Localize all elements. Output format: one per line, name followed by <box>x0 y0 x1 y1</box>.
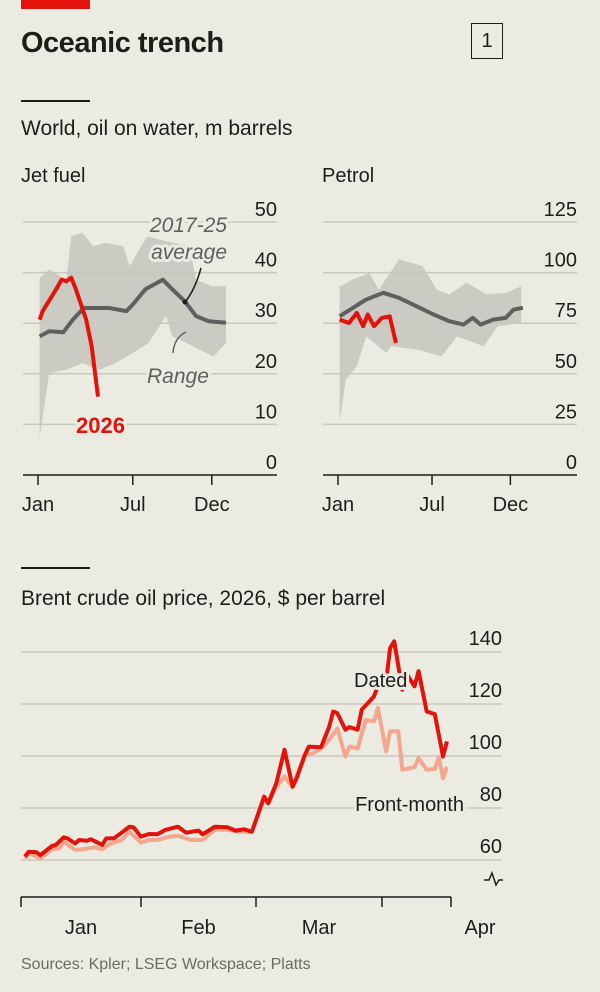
jet-fuel-average-line <box>38 277 227 339</box>
jet-fuel-y-tick-label: 40 <box>255 250 277 272</box>
brent-y-tick-label: 80 <box>480 784 502 806</box>
chart-title: Oceanic trench <box>21 27 224 59</box>
sources-note: Sources: Kpler; LSEG Workspace; Platts <box>21 956 311 973</box>
petrol-2026-line <box>338 310 398 344</box>
brent-x-tick-label: Mar <box>302 917 337 939</box>
brent-x-tick-label: Apr <box>464 917 495 939</box>
section-subtitle-oil-on-water: World, oil on water, m barrels <box>21 117 293 140</box>
jet-fuel-x-tick-label: Jul <box>120 494 146 516</box>
jet-fuel-y-tick-label: 30 <box>255 300 277 322</box>
petrol-y-tick-label: 100 <box>544 250 577 272</box>
jet-fuel-y-tick-label: 20 <box>255 351 277 373</box>
panel-title-petrol: Petrol <box>322 165 375 187</box>
section-rule <box>21 100 90 102</box>
range-annotation: Range <box>147 365 209 388</box>
brand-red-bar <box>21 0 90 9</box>
brent-x-tick-label: Feb <box>181 917 215 939</box>
average-leader-dot <box>182 299 188 305</box>
current-year-annotation: 2026 <box>76 413 125 438</box>
front-month-line <box>23 705 449 861</box>
petrol-y-tick-label: 25 <box>555 401 577 423</box>
jet-fuel-y-tick-label: 0 <box>266 452 277 474</box>
panel-title-jet-fuel: Jet fuel <box>21 165 86 187</box>
brent-y-tick-label: 120 <box>469 680 502 702</box>
jet-fuel-x-tick-label: Jan <box>22 494 54 516</box>
petrol-x-tick-label: Jan <box>322 494 354 516</box>
brent-x-tick-label: Jan <box>65 917 97 939</box>
average-annotation: 2017-25 <box>149 214 227 237</box>
petrol-y-tick-label: 75 <box>555 300 577 322</box>
average-annotation: average <box>151 241 227 264</box>
jet-fuel-range-band <box>39 232 226 439</box>
petrol-x-tick-label: Jul <box>419 494 445 516</box>
dated-line <box>23 639 449 858</box>
brent-y-tick-label: 100 <box>469 732 502 754</box>
average-leader-line <box>184 267 202 303</box>
petrol-average-line <box>338 290 524 327</box>
chart-number-badge: 1 <box>471 23 503 59</box>
brent-y-tick-label: 140 <box>469 628 502 650</box>
section-rule <box>21 567 90 569</box>
jet-fuel-2026-line <box>37 275 100 397</box>
axis-break-icon <box>484 870 503 887</box>
petrol-range-band <box>339 259 522 422</box>
petrol-x-tick-label: Dec <box>493 494 529 516</box>
range-leader-line <box>172 331 187 354</box>
front-month-series-label: Front-month <box>355 794 464 816</box>
dated-series-label: Dated <box>354 670 407 692</box>
jet-fuel-y-tick-label: 50 <box>255 199 277 221</box>
brent-y-tick-label: 60 <box>480 836 502 858</box>
petrol-y-tick-label: 0 <box>566 452 577 474</box>
petrol-y-tick-label: 125 <box>544 199 577 221</box>
section-subtitle-brent: Brent crude oil price, 2026, $ per barre… <box>21 587 386 610</box>
jet-fuel-x-tick-label: Dec <box>194 494 230 516</box>
petrol-y-tick-label: 50 <box>555 351 577 373</box>
jet-fuel-y-tick-label: 10 <box>255 401 277 423</box>
